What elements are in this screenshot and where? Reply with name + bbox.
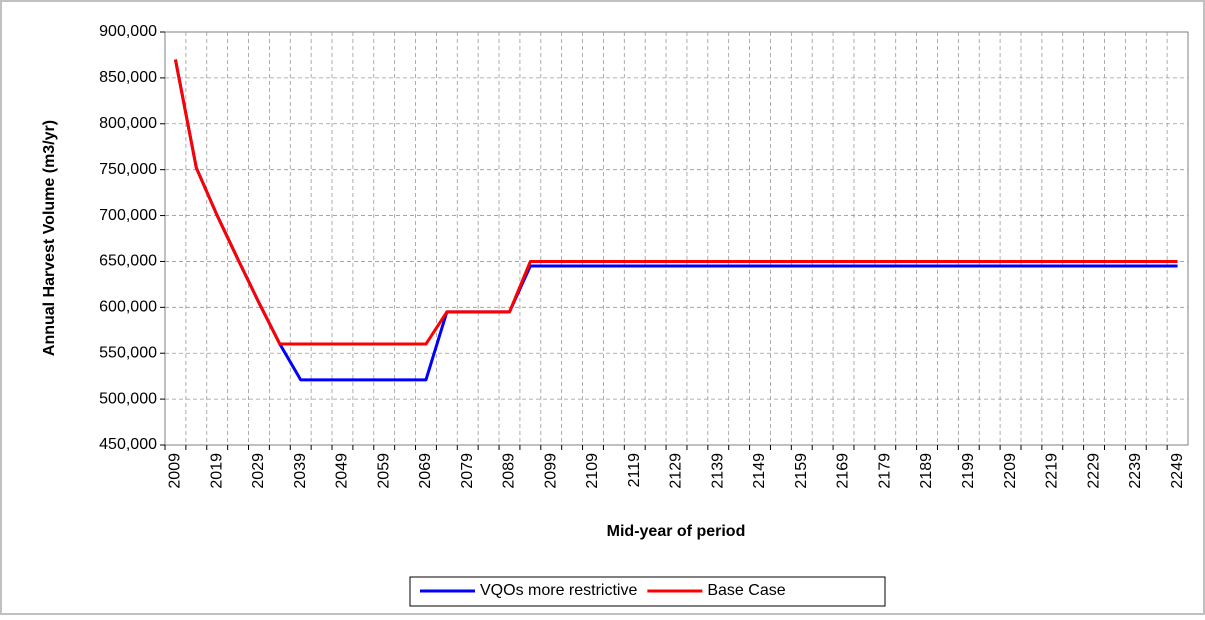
- x-tick-label: 2059: [375, 453, 392, 489]
- x-tick-label: 2129: [668, 453, 685, 489]
- x-tick-label: 2079: [459, 453, 476, 489]
- x-tick-label: 2239: [1127, 453, 1144, 489]
- x-tick-label: 2099: [542, 453, 559, 489]
- x-tick-label: 2109: [584, 453, 601, 489]
- y-tick-label: 850,000: [99, 69, 157, 86]
- x-tick-label: 2219: [1044, 453, 1061, 489]
- x-tick-label: 2029: [250, 453, 267, 489]
- y-tick-label: 700,000: [99, 207, 157, 224]
- y-tick-label: 650,000: [99, 253, 157, 270]
- y-tick-label: 550,000: [99, 344, 157, 361]
- x-tick-label: 2089: [501, 453, 518, 489]
- x-tick-label: 2229: [1085, 453, 1102, 489]
- x-tick-label: 2019: [208, 453, 225, 489]
- y-tick-label: 500,000: [99, 390, 157, 407]
- series-line: [173, 59, 1178, 382]
- x-tick-label: 2039: [292, 453, 309, 489]
- x-tick-label: 2009: [167, 453, 184, 489]
- x-tick-label: 2199: [960, 453, 977, 489]
- legend-label: Base Case: [707, 582, 785, 599]
- x-tick-label: 2249: [1169, 453, 1186, 489]
- series-line: [173, 59, 1178, 346]
- x-tick-label: 2179: [876, 453, 893, 489]
- x-tick-label: 2049: [334, 453, 351, 489]
- y-tick-label: 900,000: [99, 23, 157, 40]
- y-tick-label: 600,000: [99, 299, 157, 316]
- x-tick-label: 2189: [918, 453, 935, 489]
- plot-area: [164, 31, 1189, 446]
- x-tick-label: 2169: [835, 453, 852, 489]
- legend-label: VQOs more restrictive: [480, 582, 637, 599]
- x-tick-label: 2069: [417, 453, 434, 489]
- y-tick-label: 800,000: [99, 115, 157, 132]
- x-axis-title: Mid-year of period: [607, 523, 746, 540]
- y-axis-title: Annual Harvest Volume (m3/yr): [41, 120, 58, 356]
- x-tick-label: 2159: [793, 453, 810, 489]
- y-tick-label: 750,000: [99, 161, 157, 178]
- x-tick-label: 2209: [1002, 453, 1019, 489]
- y-tick-label: 450,000: [99, 436, 157, 453]
- x-tick-label: 2149: [751, 453, 768, 489]
- x-tick-label: 2139: [709, 453, 726, 489]
- x-tick-label: 2119: [626, 453, 643, 488]
